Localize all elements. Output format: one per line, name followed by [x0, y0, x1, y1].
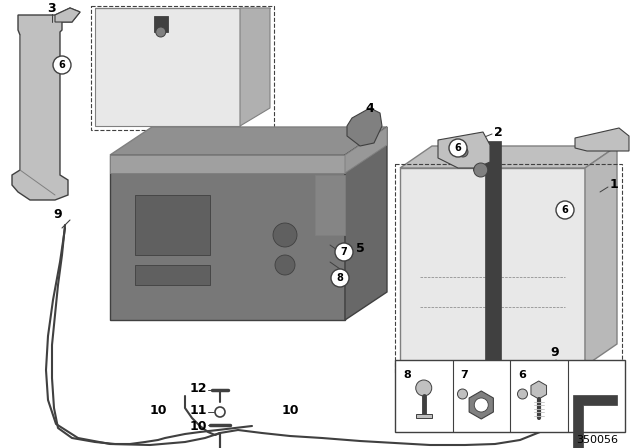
Circle shape [215, 407, 225, 417]
Polygon shape [400, 168, 585, 366]
Polygon shape [135, 195, 210, 255]
Text: 5: 5 [356, 241, 364, 254]
Polygon shape [400, 146, 617, 168]
Polygon shape [345, 127, 387, 320]
Text: 6: 6 [59, 60, 65, 70]
Text: 9: 9 [54, 208, 62, 221]
Polygon shape [585, 146, 617, 366]
Text: 9: 9 [550, 346, 559, 359]
Polygon shape [469, 391, 493, 419]
Polygon shape [110, 155, 345, 320]
Polygon shape [55, 8, 80, 22]
Polygon shape [95, 8, 240, 126]
Text: 12: 12 [189, 382, 207, 395]
Polygon shape [573, 395, 617, 448]
Polygon shape [484, 141, 500, 376]
Polygon shape [347, 108, 382, 146]
Text: 10: 10 [149, 404, 167, 417]
Circle shape [416, 380, 432, 396]
Polygon shape [345, 127, 387, 173]
Text: 10: 10 [189, 421, 207, 434]
Circle shape [335, 243, 353, 261]
Circle shape [331, 269, 349, 287]
Circle shape [273, 223, 297, 247]
Circle shape [449, 139, 467, 157]
Text: 3: 3 [48, 1, 56, 14]
Text: 4: 4 [365, 102, 374, 115]
Text: 6: 6 [518, 370, 526, 380]
Text: 11: 11 [189, 404, 207, 417]
Bar [395, 360, 625, 432]
Circle shape [458, 147, 468, 157]
Text: 7: 7 [340, 247, 348, 257]
Polygon shape [315, 175, 345, 235]
Polygon shape [110, 155, 345, 173]
Text: 350056: 350056 [576, 435, 618, 445]
Text: 7: 7 [461, 370, 468, 380]
Circle shape [53, 56, 71, 74]
Circle shape [474, 398, 488, 412]
Polygon shape [473, 150, 489, 170]
Polygon shape [438, 132, 490, 168]
Circle shape [518, 389, 527, 399]
Polygon shape [416, 414, 432, 418]
Text: 1: 1 [610, 178, 618, 191]
Polygon shape [575, 128, 629, 151]
Polygon shape [110, 127, 387, 155]
Circle shape [275, 255, 295, 275]
Circle shape [474, 163, 488, 177]
Polygon shape [154, 16, 168, 32]
Text: 8: 8 [403, 370, 411, 380]
Polygon shape [12, 8, 80, 200]
Text: 6: 6 [562, 205, 568, 215]
Circle shape [458, 389, 467, 399]
Text: 6: 6 [454, 143, 461, 153]
Polygon shape [240, 8, 270, 126]
Polygon shape [447, 376, 538, 388]
Circle shape [156, 27, 166, 37]
Text: 8: 8 [337, 273, 344, 283]
Text: 2: 2 [493, 125, 502, 138]
Polygon shape [531, 381, 547, 399]
Polygon shape [135, 265, 210, 285]
Text: 10: 10 [281, 404, 299, 417]
Circle shape [556, 201, 574, 219]
